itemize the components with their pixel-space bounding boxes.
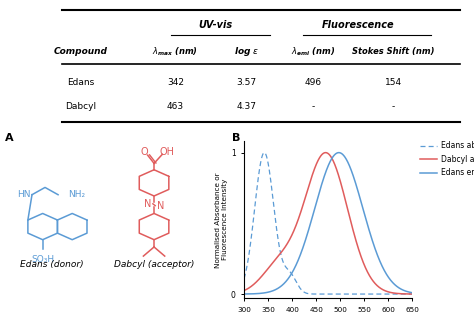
- Text: log $\varepsilon$: log $\varepsilon$: [234, 45, 259, 58]
- Text: Edans: Edans: [67, 78, 94, 87]
- Text: -: -: [392, 102, 395, 111]
- Text: Edans (donor): Edans (donor): [20, 260, 84, 269]
- Text: -: -: [311, 102, 314, 111]
- Text: Dabcyl: Dabcyl: [65, 102, 96, 111]
- Text: HN: HN: [18, 190, 31, 199]
- Text: NH₂: NH₂: [68, 190, 86, 199]
- Text: O: O: [141, 148, 148, 157]
- Text: 342: 342: [167, 78, 184, 87]
- Text: $\lambda_{\mathregular{max}}$ (nm): $\lambda_{\mathregular{max}}$ (nm): [153, 45, 198, 58]
- Text: Fluorescence: Fluorescence: [321, 20, 394, 30]
- Text: 463: 463: [167, 102, 184, 111]
- Text: UV-vis: UV-vis: [199, 20, 233, 30]
- Text: Stokes Shift (nm): Stokes Shift (nm): [352, 47, 435, 56]
- Text: A: A: [5, 133, 13, 143]
- Text: N: N: [144, 199, 151, 209]
- Text: 154: 154: [385, 78, 402, 87]
- Text: N: N: [157, 201, 164, 211]
- Text: $\lambda_{\mathregular{emi}}$ (nm): $\lambda_{\mathregular{emi}}$ (nm): [291, 45, 335, 58]
- Text: OH: OH: [160, 148, 174, 157]
- Text: SO₃H: SO₃H: [31, 255, 54, 264]
- Text: 3.57: 3.57: [237, 78, 256, 87]
- Text: 496: 496: [304, 78, 321, 87]
- Text: 4.37: 4.37: [237, 102, 256, 111]
- Legend: Edans abs, Dabcyl abs, Edans emi: Edans abs, Dabcyl abs, Edans emi: [418, 138, 474, 181]
- Text: B: B: [232, 133, 241, 143]
- Text: Dabcyl (acceptor): Dabcyl (acceptor): [114, 260, 194, 269]
- Y-axis label: Normalised Absorbance or
Fluorescence Intensity: Normalised Absorbance or Fluorescence In…: [215, 172, 228, 268]
- Text: Compound: Compound: [54, 47, 108, 56]
